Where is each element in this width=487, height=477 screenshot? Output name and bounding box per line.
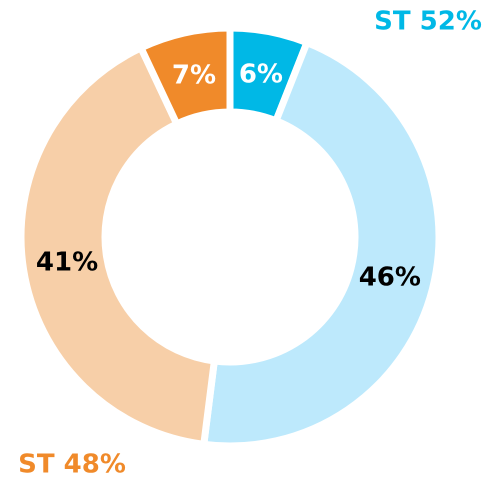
value-label: 46% [359,263,421,293]
slice [136,24,234,129]
slice [199,38,443,450]
value-label: 7% [172,60,216,90]
group-label: ST 52% [374,7,482,37]
slice [17,43,219,449]
group-label: ST 48% [18,450,126,477]
value-label: 6% [239,59,283,89]
value-label: 41% [36,247,98,277]
